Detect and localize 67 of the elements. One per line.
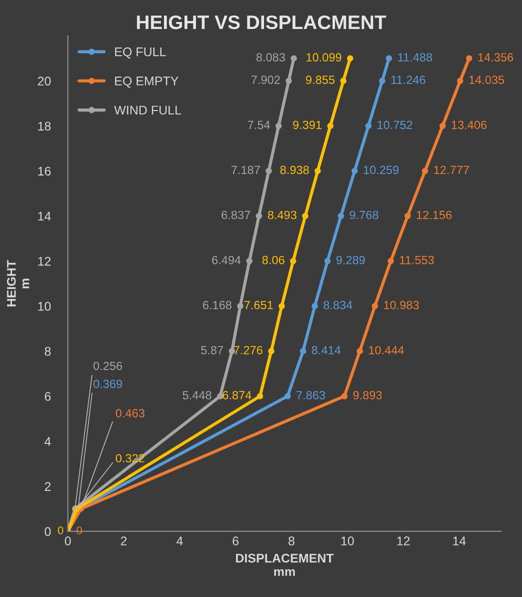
data-label: 0.322: [116, 454, 144, 462]
legend-label: EQ EMPTY: [115, 76, 178, 88]
data-label: 11.246: [391, 76, 426, 84]
data-label: 8.06: [262, 256, 284, 264]
data-label: 10.444: [369, 346, 404, 354]
data-label: 5.87: [201, 346, 224, 354]
legend-label: EQ FULL: [115, 47, 166, 58]
x-tick-label: 0: [64, 536, 71, 546]
data-label: 8.083: [256, 53, 285, 62]
data-label: 9.768: [350, 210, 378, 220]
data-label: 9.391: [293, 120, 322, 130]
y-tick-label: 8: [44, 346, 51, 356]
data-label: 8.414: [312, 346, 341, 354]
data-label: 8.834: [324, 300, 352, 310]
data-label: 11.553: [400, 256, 434, 264]
data-label: 14.035: [469, 76, 504, 84]
x-tick-label: 8: [288, 536, 294, 546]
x-tick-label: 10: [341, 536, 354, 546]
data-label: 0: [58, 526, 64, 534]
data-label: 6.494: [212, 256, 241, 264]
y-tick-label: 20: [38, 76, 51, 86]
y-tick-label: 14: [38, 212, 51, 221]
data-label: 10.259: [364, 166, 399, 174]
y-tick-label: 6: [44, 392, 51, 401]
data-label: 11.488: [398, 53, 432, 62]
data-label: 6.168: [202, 300, 232, 310]
x-tick-label: 12: [397, 536, 410, 546]
data-label: 7.276: [234, 346, 262, 354]
data-label: 9.893: [353, 391, 382, 400]
y-tick-label: 4: [44, 437, 51, 446]
data-label: 9.855: [306, 76, 335, 84]
data-label: 10.752: [378, 120, 412, 130]
legend-label: WIND FULL: [114, 106, 182, 115]
x-axis-title: DISPLACEMENT mm: [236, 554, 334, 576]
y-axis-title: HEIGHT m: [6, 260, 30, 306]
y-tick-label: 0: [44, 527, 51, 536]
data-label: 10.983: [384, 300, 419, 310]
y-tick-label: 18: [38, 122, 51, 131]
data-label: 10.099: [306, 53, 342, 62]
y-tick-label: 2: [44, 482, 51, 491]
data-label: 7.902: [251, 76, 280, 84]
data-label: 7.863: [296, 391, 326, 400]
data-label: 14.356: [478, 53, 514, 62]
data-label: 6.874: [222, 391, 252, 400]
data-label: 12.777: [434, 166, 469, 174]
data-label: 6.837: [222, 210, 250, 220]
data-label: 5.448: [182, 391, 212, 400]
data-label: 9.289: [336, 256, 365, 264]
data-label: 0.463: [116, 409, 144, 418]
data-label: 7.187: [231, 166, 260, 174]
x-tick-label: 14: [453, 536, 466, 546]
y-tick-label: 16: [38, 166, 51, 176]
x-tick-label: 2: [120, 536, 127, 546]
data-label: 0.369: [93, 380, 122, 388]
y-tick-label: 10: [38, 302, 51, 311]
data-label: 12.156: [416, 210, 452, 220]
y-tick-label: 12: [38, 256, 51, 266]
data-label: 8.938: [280, 166, 309, 174]
chart-title: HEIGHT VS DISPLACMENT: [136, 15, 386, 30]
data-label: 13.406: [452, 120, 487, 130]
data-label: 8.493: [268, 210, 296, 220]
data-label: 0.256: [93, 362, 122, 370]
x-tick-label: 4: [176, 536, 183, 546]
data-label: 0: [76, 526, 82, 534]
x-tick-label: 6: [232, 536, 238, 546]
data-label: 7.651: [244, 300, 273, 310]
data-label: 7.54: [248, 120, 270, 130]
